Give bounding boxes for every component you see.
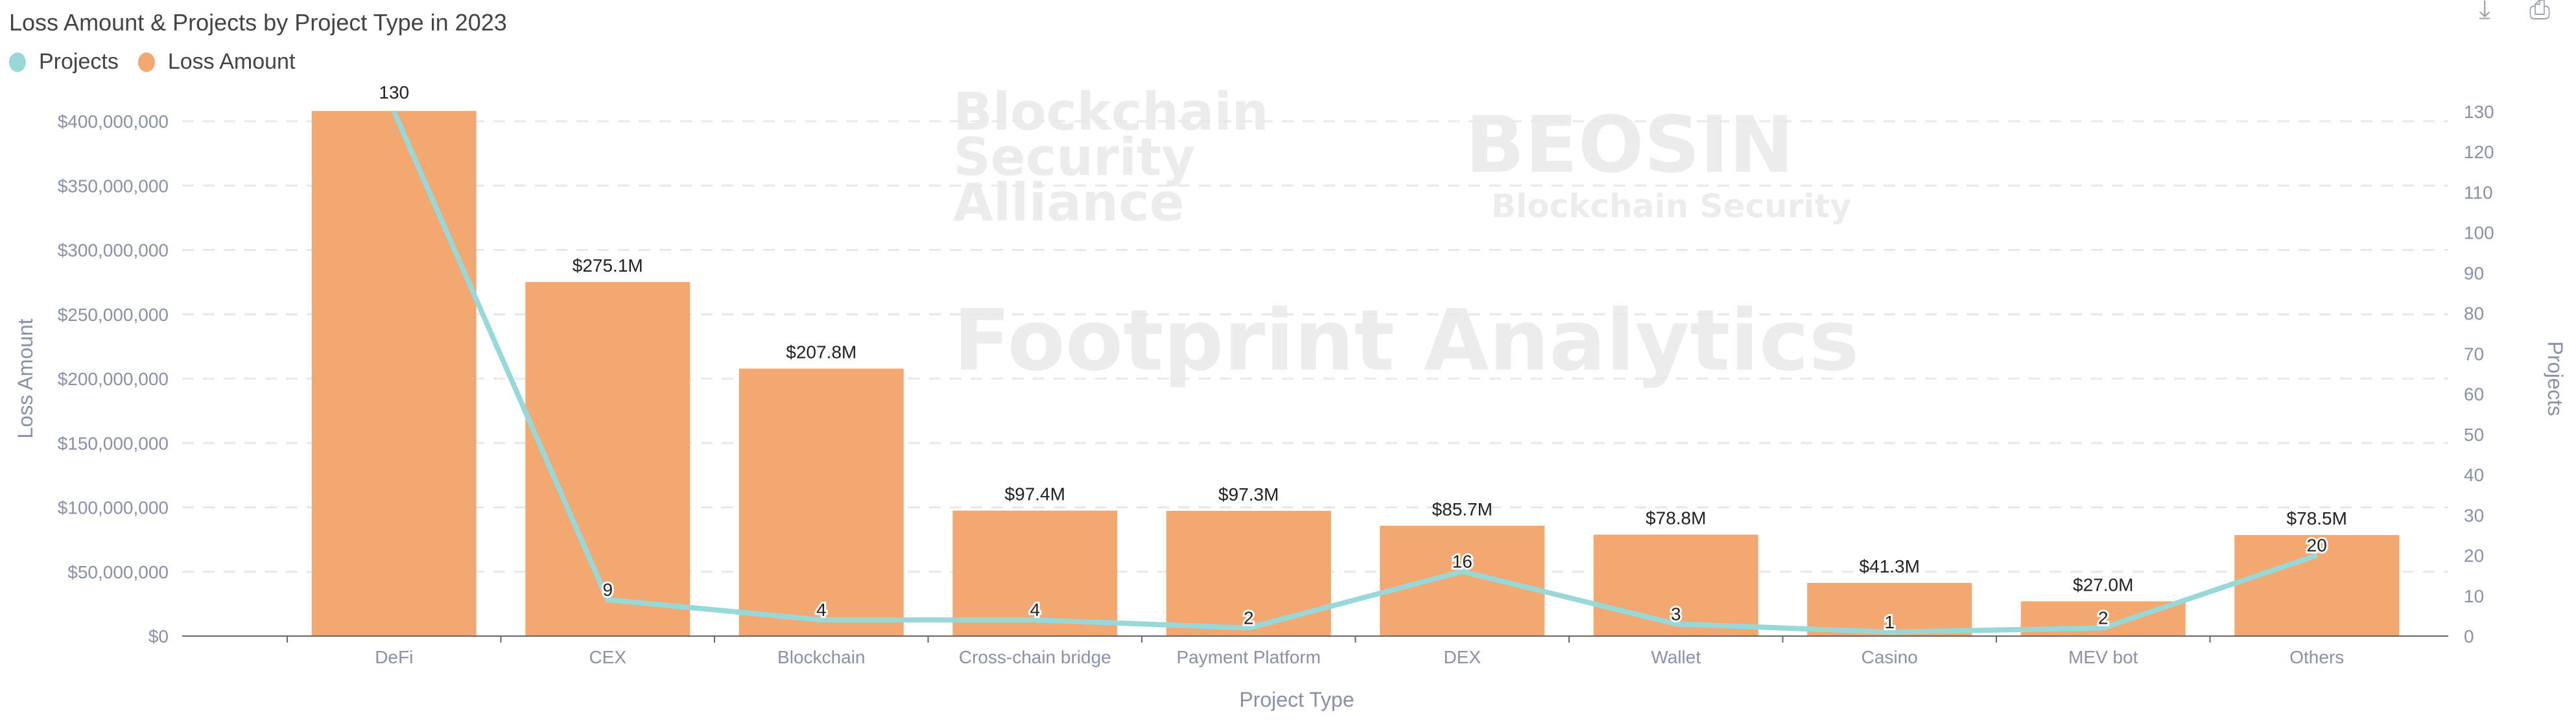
- y2-tick-label: 120: [2464, 142, 2494, 162]
- watermark-bsa-2: Security: [953, 127, 1196, 187]
- x-tick-label: Payment Platform: [1176, 647, 1321, 667]
- y-tick-label: $100,000,000: [58, 498, 169, 518]
- y2-tick-label: 70: [2464, 344, 2484, 364]
- bar-label: $97.3M: [1218, 484, 1279, 504]
- bar: [739, 368, 904, 636]
- line-point-label: 4: [816, 600, 827, 620]
- y2-tick-label: 80: [2464, 303, 2484, 324]
- bar: [952, 510, 1118, 636]
- y-tick-label: $200,000,000: [58, 369, 169, 389]
- line-point-label: 4: [1030, 600, 1040, 620]
- bar-label: $41.3M: [1860, 556, 1920, 576]
- x-tick-label: Wallet: [1651, 647, 1701, 667]
- line-point-label: 2: [2098, 608, 2109, 628]
- x-tick-label: Others: [2289, 647, 2344, 667]
- bar-label: $78.5M: [2287, 508, 2347, 528]
- legend-item-projects[interactable]: Projects: [9, 49, 119, 75]
- x-tick-label: Blockchain: [777, 647, 865, 667]
- y-tick-label: $350,000,000: [58, 176, 169, 196]
- watermark-footprint: Footprint Analytics: [953, 291, 1859, 390]
- line-point-label: 1: [1884, 612, 1895, 632]
- x-tick-label: Cross-chain bridge: [959, 647, 1111, 667]
- bar-label: $275.1M: [573, 255, 643, 276]
- y2-tick-label: 20: [2464, 546, 2484, 566]
- bar: [1807, 583, 1972, 636]
- bar-label: $97.4M: [1005, 484, 1065, 504]
- y2-tick-label: 90: [2464, 263, 2484, 283]
- bar: [2234, 535, 2400, 636]
- line-point-label: 20: [2307, 536, 2327, 556]
- y2-tick-label: 130: [2464, 102, 2494, 122]
- bar-label: $207.8M: [786, 342, 857, 362]
- y2-tick-label: 100: [2464, 223, 2494, 243]
- y-tick-label: $300,000,000: [58, 241, 169, 261]
- line-point-label: 3: [1671, 604, 1681, 624]
- bar: [311, 111, 477, 636]
- y2-tick-label: 50: [2464, 425, 2484, 445]
- watermark-beosin: BEOSIN: [1465, 100, 1794, 191]
- projects-line: [392, 110, 2318, 635]
- y2-tick-label: 30: [2464, 505, 2484, 525]
- download-icon[interactable]: ⤓: [2479, 0, 2490, 24]
- legend-item-loss-amount[interactable]: Loss Amount: [137, 49, 295, 75]
- chart-title: Loss Amount & Projects by Project Type i…: [9, 9, 507, 36]
- line-point-label: 9: [602, 580, 613, 600]
- x-axis-title: Project Type: [1239, 688, 1354, 711]
- legend-dot: [137, 52, 155, 72]
- watermark-bsa-3: Alliance: [953, 172, 1185, 233]
- bar-label: $78.8M: [1646, 508, 1706, 528]
- line-point-label: 2: [1244, 608, 1254, 628]
- x-tick-label: Casino: [1861, 647, 1918, 667]
- bar: [1380, 525, 1545, 636]
- bar: [525, 281, 691, 636]
- print-icon[interactable]: ⎙: [2529, 0, 2550, 24]
- x-tick-label: CEX: [589, 647, 626, 667]
- x-tick-label: MEV bot: [2068, 647, 2138, 667]
- y-tick-label: $0: [148, 626, 169, 646]
- y2-tick-label: 40: [2464, 465, 2484, 485]
- bar: [1593, 534, 1758, 636]
- y-tick-label: $250,000,000: [58, 305, 169, 325]
- bar-label: $27.0M: [2073, 574, 2133, 595]
- bar-label: $85.7M: [1432, 499, 1493, 519]
- legend-dot: [9, 52, 26, 72]
- x-tick-label: DEX: [1443, 647, 1481, 667]
- y2-axis-title: Projects: [2544, 341, 2567, 416]
- legend: Projects Loss Amount: [9, 49, 314, 75]
- y2-tick-label: 60: [2464, 384, 2484, 405]
- y2-tick-label: 110: [2464, 182, 2493, 202]
- y-tick-label: $50,000,000: [67, 562, 169, 582]
- line-point-label: 16: [1452, 551, 1472, 571]
- y-tick-label: $400,000,000: [58, 112, 169, 132]
- x-tick-label: DeFi: [375, 647, 413, 667]
- y-tick-label: $150,000,000: [58, 433, 169, 453]
- line-point-label: 130: [379, 82, 409, 102]
- watermark-bsa: Blockchain: [953, 82, 1269, 142]
- y2-tick-label: 10: [2464, 586, 2484, 606]
- y-axis-title: Loss Amount: [14, 318, 37, 438]
- y2-tick-label: 0: [2464, 626, 2474, 646]
- watermark-beosin-sub: Blockchain Security: [1491, 187, 1851, 225]
